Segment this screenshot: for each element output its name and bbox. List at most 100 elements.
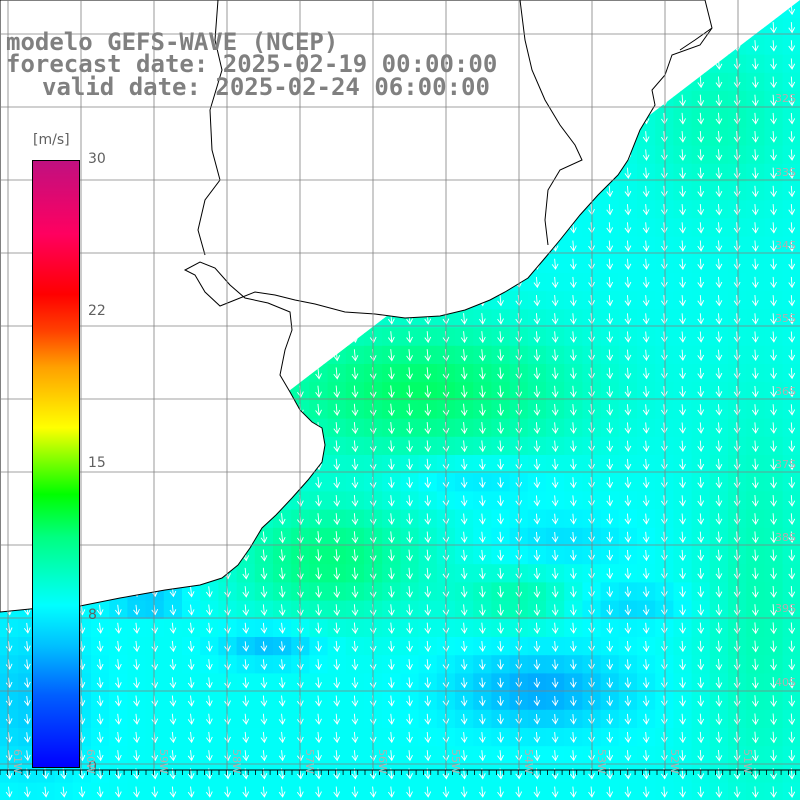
- wind-arrow: [388, 421, 395, 435]
- wind-arrow: [551, 276, 559, 289]
- wind-arrow: [642, 131, 650, 143]
- wind-arrow: [387, 495, 395, 507]
- wind-arrow: [497, 295, 504, 307]
- wind-arrow: [478, 313, 486, 325]
- wind-arrow: [715, 112, 723, 125]
- wind-arrow: [642, 276, 650, 289]
- wind-arrow: [697, 204, 705, 216]
- wind-arrow: [406, 495, 413, 507]
- wind-arrow: [460, 477, 468, 489]
- wind-arrow: [733, 495, 741, 507]
- wind-arrow: [679, 349, 686, 361]
- wind-arrow: [478, 458, 486, 471]
- wind-arrow: [551, 349, 559, 362]
- wind-arrow: [679, 313, 686, 325]
- wind-arrow: [406, 458, 413, 471]
- wind-arrow: [679, 149, 686, 161]
- wind-arrow: [679, 495, 686, 507]
- wind-arrow: [715, 295, 723, 307]
- wind-arrow: [315, 349, 322, 362]
- wind-arrow: [697, 422, 705, 434]
- wind-arrow: [715, 367, 723, 380]
- wind-arrow: [733, 404, 741, 416]
- wind-arrow: [733, 349, 741, 362]
- wind-arrow: [697, 222, 705, 234]
- wind-arrow: [733, 331, 741, 343]
- wind-arrow: [533, 422, 541, 435]
- wind-arrow: [606, 204, 614, 216]
- wind-arrow: [333, 440, 341, 453]
- wind-arrow: [751, 240, 759, 252]
- wind-arrow: [624, 495, 632, 507]
- wind-arrow: [351, 513, 359, 526]
- wind-arrow: [788, 22, 796, 34]
- wind-arrow: [278, 513, 286, 526]
- lat-label-32s: 32S: [775, 92, 796, 105]
- wind-arrow: [751, 295, 759, 307]
- wind-arrow: [606, 295, 614, 307]
- wind-arrow: [715, 440, 723, 453]
- wind-arrow: [715, 258, 723, 270]
- wind-arrow: [606, 458, 614, 471]
- wind-arrow: [569, 331, 577, 343]
- wind-arrow: [679, 94, 686, 107]
- wind-arrow: [642, 495, 650, 507]
- wind-arrow: [606, 349, 614, 362]
- wind-arrow: [551, 367, 559, 380]
- valid-date: valid date: 2025-02-24 06:00:00: [42, 73, 490, 101]
- wind-arrow: [642, 185, 650, 198]
- wind-arrow: [606, 185, 614, 198]
- wind-arrow: [770, 404, 777, 416]
- wind-arrow: [624, 167, 632, 179]
- wind-arrow: [733, 367, 741, 380]
- wind-arrow: [624, 222, 632, 234]
- wind-arrow: [606, 513, 614, 525]
- wind-arrow: [770, 385, 777, 398]
- wind-arrow: [697, 112, 705, 125]
- wind-arrow: [788, 386, 796, 398]
- wind-arrow: [569, 458, 577, 471]
- wind-arrow: [551, 513, 559, 525]
- colorbar-tick-15: 15: [88, 455, 106, 471]
- wind-arrow: [770, 167, 777, 180]
- wind-arrow: [387, 458, 395, 471]
- wind-arrow: [497, 477, 504, 489]
- wind-arrow: [333, 313, 341, 325]
- wind-arrow: [733, 422, 741, 434]
- lon-label-60w: 60W: [84, 749, 97, 774]
- wind-arrow: [697, 367, 705, 380]
- wind-arrow: [406, 385, 413, 399]
- wind-arrow: [733, 458, 741, 471]
- wind-arrow: [642, 458, 650, 471]
- wind-arrow: [533, 276, 541, 289]
- wind-arrow: [388, 403, 395, 417]
- wind-arrow: [551, 458, 559, 471]
- wind-arrow: [460, 349, 468, 362]
- wind-arrow: [533, 349, 541, 362]
- wind-arrow: [606, 313, 614, 325]
- wind-arrow: [479, 422, 486, 435]
- wind-arrow: [478, 331, 486, 344]
- wind-arrow: [387, 477, 395, 489]
- wind-arrow: [479, 403, 486, 417]
- wind-arrow: [479, 349, 486, 362]
- wind-arrow: [770, 295, 777, 307]
- wind-arrow: [569, 477, 577, 489]
- wind-arrow: [315, 476, 322, 489]
- wind-arrow: [424, 349, 432, 362]
- wind-arrow: [406, 403, 413, 417]
- wind-arrow: [697, 513, 705, 525]
- wind-arrow: [624, 422, 632, 434]
- wind-arrow: [642, 222, 650, 234]
- wind-arrow: [679, 367, 686, 380]
- wind-arrow: [406, 513, 413, 525]
- wind-arrow: [788, 422, 796, 434]
- colorbar-tick-22: 22: [88, 303, 106, 319]
- wind-arrow: [624, 240, 632, 252]
- wind-arrow: [406, 440, 413, 453]
- wind-arrow: [551, 258, 559, 270]
- wind-arrow: [788, 149, 796, 161]
- wind-arrow: [751, 112, 759, 125]
- wind-arrow: [551, 422, 559, 434]
- wind-arrow: [751, 258, 759, 270]
